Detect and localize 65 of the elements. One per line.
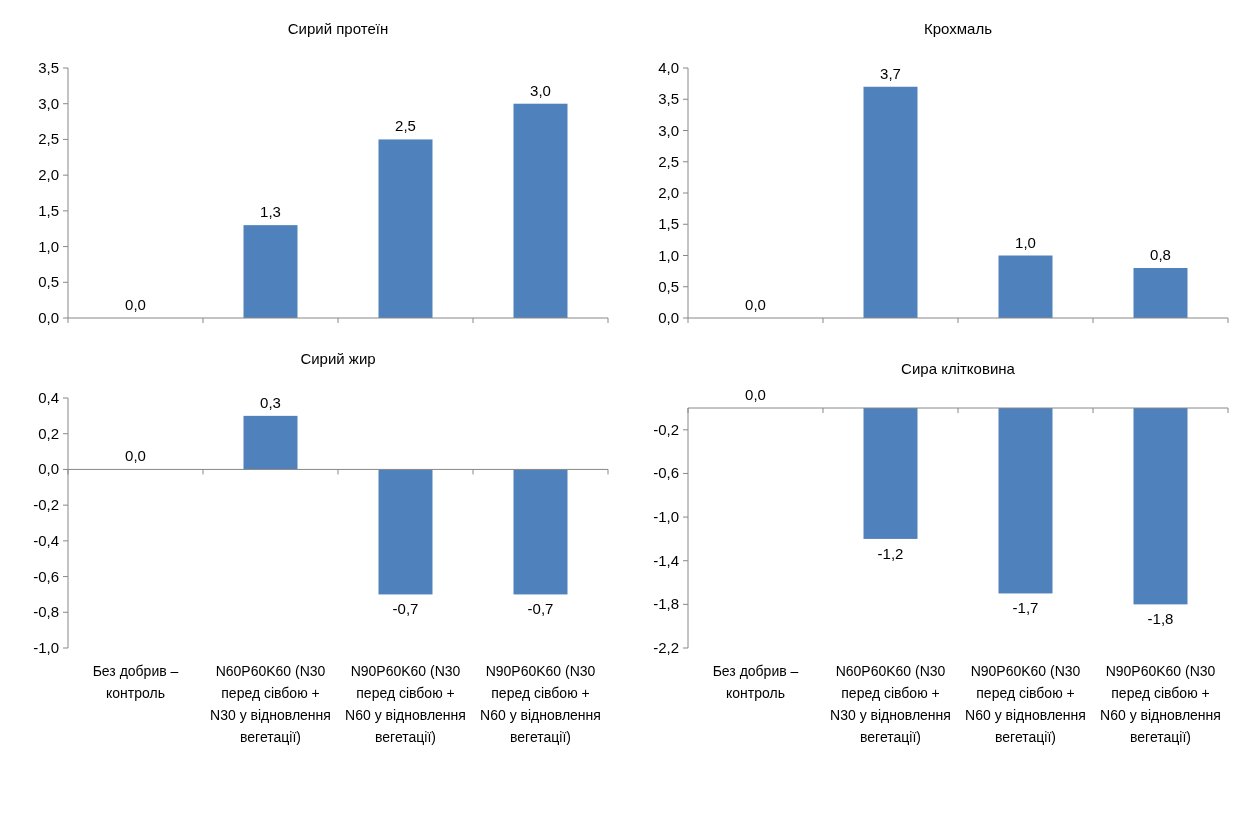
bar <box>513 103 568 318</box>
x-tick-label: Без добрив – контроль <box>712 663 799 701</box>
y-tick-label: -0,6 <box>653 464 679 482</box>
y-tick-label: 2,5 <box>658 152 679 170</box>
data-label: -0,7 <box>392 600 419 618</box>
y-tick-label: 0,4 <box>38 389 59 406</box>
x-tick-label: N90P60K60 (N30 перед сівбою + N60 у відновлення вегетації) <box>345 663 466 745</box>
data-label: 0,0 <box>125 447 146 465</box>
data-label: 0,8 <box>1150 246 1171 263</box>
data-label: 3,7 <box>880 64 901 82</box>
data-label: 1,0 <box>1015 233 1036 251</box>
data-label: 3,0 <box>530 81 551 99</box>
bar <box>1133 268 1188 318</box>
y-tick-label: -1,4 <box>653 551 679 569</box>
y-tick-label: 4,0 <box>658 59 679 76</box>
y-tick-label: -2,2 <box>653 639 679 656</box>
data-label: 2,5 <box>395 117 416 135</box>
data-label: 0,0 <box>125 296 146 313</box>
bar <box>998 255 1053 318</box>
data-label: -1,2 <box>877 544 904 562</box>
x-tick-label: N90P60K60 (N30 перед сівбою + N60 у відновлення вегетації) <box>965 663 1086 745</box>
y-tick-label: -1,0 <box>653 508 679 526</box>
y-tick-label: 0,0 <box>38 309 59 326</box>
bar <box>863 86 918 318</box>
y-tick-label: 0,2 <box>38 424 59 442</box>
y-tick-label: -0,6 <box>33 567 59 585</box>
x-tick-label: N90P60K60 (N30 перед сівбою + N60 у відновлення вегетації) <box>1100 663 1221 745</box>
y-tick-label: 1,5 <box>658 215 679 233</box>
data-label: -0,7 <box>527 600 554 618</box>
data-label: -1,7 <box>1012 599 1039 617</box>
chart-title: Крохмаль <box>924 20 993 37</box>
y-tick-label: 1,0 <box>38 237 59 255</box>
x-tick-label: N60P60K60 (N30 перед сівбою + N30 у відновлення вегетації) <box>830 663 951 745</box>
data-label: 0,0 <box>745 386 766 403</box>
data-label: -1,8 <box>1147 610 1174 628</box>
data-label: 0,0 <box>745 296 766 313</box>
y-tick-label: -1,8 <box>653 595 679 613</box>
y-tick-label: 3,5 <box>658 90 679 108</box>
y-tick-label: 0,0 <box>38 460 59 478</box>
y-tick-label: 1,0 <box>658 246 679 264</box>
chart-title: Сира клітковина <box>901 360 1016 377</box>
y-tick-label: 1,5 <box>38 201 59 219</box>
y-tick-label: -0,2 <box>653 420 679 438</box>
y-tick-label: 3,5 <box>38 59 59 76</box>
y-tick-label: -0,4 <box>33 531 59 549</box>
y-tick-label: -0,2 <box>33 496 59 514</box>
data-label: 0,3 <box>260 393 281 411</box>
x-tick-label: N90P60K60 (N30 перед сівбою + N60 у відновлення вегетації) <box>480 663 601 745</box>
y-tick-label: 0,5 <box>658 277 679 295</box>
y-tick-label: -1,0 <box>33 639 59 656</box>
chart-title: Сирий протеїн <box>287 20 389 37</box>
y-tick-label: 0,0 <box>658 309 679 326</box>
y-tick-label: -0,8 <box>33 603 59 621</box>
x-tick-label: Без добрив – контроль <box>92 663 179 701</box>
y-tick-label: 3,0 <box>658 121 679 139</box>
data-label: 1,3 <box>260 203 281 221</box>
y-tick-label: 2,0 <box>38 166 59 184</box>
y-tick-label: 2,5 <box>38 130 59 148</box>
bar <box>243 225 298 318</box>
y-tick-label: 0,5 <box>38 273 59 291</box>
x-tick-label: N60P60K60 (N30 перед сівбою + N30 у відновлення вегетації) <box>210 663 331 745</box>
chart-title: Сирий жир <box>300 350 376 367</box>
y-tick-label: 3,0 <box>38 94 59 112</box>
bar <box>378 139 433 318</box>
y-tick-label: 2,0 <box>658 184 679 201</box>
